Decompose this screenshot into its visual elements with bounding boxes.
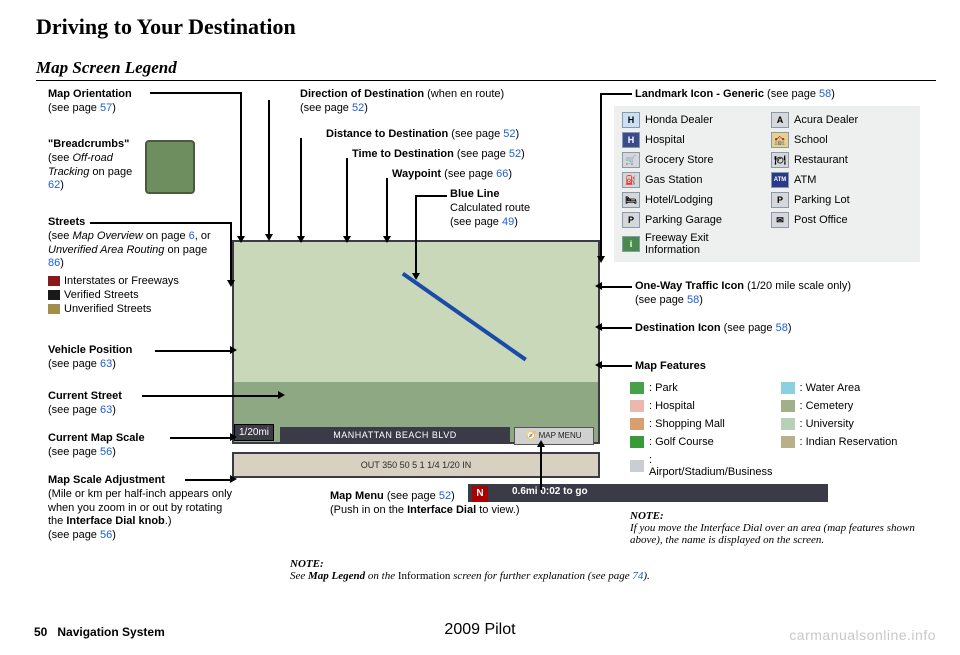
callout-vehicle-position: Vehicle Position (see page 63) [48, 344, 198, 372]
landmark-item: PParking Garage [622, 212, 763, 228]
map-features-grid: : Park : Water Area : Hospital : Cemetery : … [630, 382, 920, 478]
landmark-item: PParking Lot [771, 192, 912, 208]
landmark-item: 🏫School [771, 132, 912, 148]
landmark-item: 🍽Restaurant [771, 152, 912, 168]
feature-item: : Hospital [630, 400, 773, 412]
landmark-item: ✉Post Office [771, 212, 912, 228]
footer-watermark: carmanualsonline.info [789, 627, 936, 643]
landmark-item: 🛏Hotel/Lodging [622, 192, 763, 208]
callout-map-scale-adjustment: Map Scale Adjustment (Mile or km per hal… [48, 474, 238, 543]
feature-item: : Water Area [781, 382, 921, 394]
landmark-item: ⛽Gas Station [622, 172, 763, 188]
landmark-item: iFreeway Exit Information [622, 232, 763, 256]
feature-item: : Shopping Mall [630, 418, 773, 430]
callout-map-menu: Map Menu (see page 52) (Push in on the I… [330, 490, 590, 518]
note-bottom: NOTE: See Map Legend on the Information … [290, 558, 810, 582]
feature-item: : University [781, 418, 921, 430]
callout-waypoint: Waypoint (see page 66) [392, 168, 622, 182]
landmark-item: ATMATM [771, 172, 912, 188]
callout-one-way: One-Way Traffic Icon (1/20 mile scale on… [635, 280, 935, 308]
callout-map-features: Map Features [635, 360, 835, 374]
landmark-item: AAcura Dealer [771, 112, 912, 128]
feature-item: : Indian Reservation [781, 436, 921, 448]
map-menu-button: 🧭 MAP MENU [514, 427, 594, 445]
callout-breadcrumbs: "Breadcrumbs" (see Off-road Tracking on … [48, 138, 143, 193]
map-scale-bar: OUT 350 50 5 1 1/4 1/20 IN [232, 452, 600, 478]
feature-item: : Airport/Stadium/Business [630, 454, 773, 478]
landmark-panel: HHonda Dealer AAcura Dealer HHospital 🏫Scho… [614, 106, 920, 262]
map-street-banner: MANHATTAN BEACH BLVD [280, 427, 510, 443]
callout-direction: Direction of Destination (when en route)… [300, 88, 580, 116]
callout-landmark-icon: Landmark Icon - Generic (see page 58) [635, 88, 935, 102]
feature-item: : Cemetery [781, 400, 921, 412]
landmark-item: HHonda Dealer [622, 112, 763, 128]
callout-blue-line: Blue Line Calculated route (see page 49) [450, 188, 620, 229]
landmark-item: HHospital [622, 132, 763, 148]
callout-distance: Distance to Destination (see page 52) [326, 128, 606, 142]
landmark-item: 🛒Grocery Store [622, 152, 763, 168]
breadcrumb-illustration [145, 140, 195, 194]
footer-left: 50 Navigation System [34, 625, 165, 639]
section-title: Map Screen Legend [36, 58, 936, 81]
callout-time: Time to Destination (see page 52) [352, 148, 622, 162]
footer-vehicle: 2009 Pilot [444, 621, 515, 639]
feature-item: : Park [630, 382, 773, 394]
callout-destination-icon: Destination Icon (see page 58) [635, 322, 935, 336]
callout-streets: Streets (see Map Overview on page 6, or … [48, 216, 223, 316]
note-right: NOTE: If you move the Interface Dial ove… [630, 510, 920, 546]
page-title: Driving to Your Destination [36, 14, 296, 40]
map-scale-tag1: 1/20mi [234, 424, 274, 441]
feature-item: : Golf Course [630, 436, 773, 448]
